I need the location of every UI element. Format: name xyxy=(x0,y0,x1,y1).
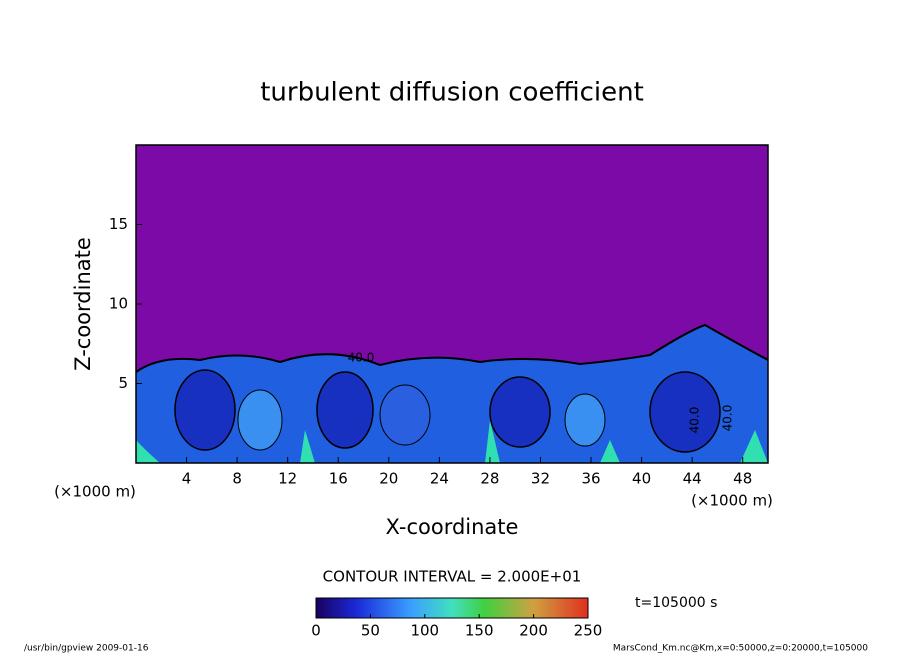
x-tick-label: 4 xyxy=(182,470,192,488)
x-tick-label: 28 xyxy=(480,470,499,488)
contour-label: 40.0 xyxy=(721,405,735,432)
y-tick-label: 5 xyxy=(118,374,128,392)
colorbar xyxy=(315,597,589,619)
colorbar-tick-label: 0 xyxy=(311,622,321,640)
time-label: t=105000 s xyxy=(635,595,717,611)
contour-interval: CONTOUR INTERVAL = 2.000E+01 xyxy=(323,568,582,586)
contour-field xyxy=(136,323,768,463)
colorbar-tick-label: 100 xyxy=(410,622,439,640)
y-tick-label: 15 xyxy=(109,215,128,233)
y-axis-label: Z-coordinate xyxy=(71,237,95,371)
colorbar-tick-label: 50 xyxy=(361,622,380,640)
footer-left: /usr/bin/gpview 2009-01-16 xyxy=(24,644,149,654)
contour-label: 40.0 xyxy=(348,351,375,365)
x-axis-label: X-coordinate xyxy=(386,515,519,539)
x-tick-label: 32 xyxy=(531,470,550,488)
x-tick-label: 20 xyxy=(379,470,398,488)
x-tick-label: 12 xyxy=(278,470,297,488)
contour-label: 40.0 xyxy=(688,407,702,434)
y-tick-label: 10 xyxy=(109,295,128,313)
x-tick-label: 24 xyxy=(430,470,449,488)
chart-title: turbulent diffusion coefficient xyxy=(260,78,644,108)
x-tick-label: 36 xyxy=(581,470,600,488)
footer-right: MarsCond_Km.nc@Km,x=0:50000,z=0:20000,t=… xyxy=(613,644,868,654)
x-tick-label: 16 xyxy=(329,470,348,488)
x-unit-left: (×1000 m) xyxy=(54,483,136,501)
colorbar-tick-label: 200 xyxy=(519,622,548,640)
colorbar-tick-label: 250 xyxy=(574,622,603,640)
x-unit-right: (×1000 m) xyxy=(691,492,773,510)
x-tick-label: 48 xyxy=(733,470,752,488)
x-tick-label: 8 xyxy=(232,470,242,488)
x-tick-label: 40 xyxy=(632,470,651,488)
x-tick-label: 44 xyxy=(683,470,702,488)
colorbar-tick-label: 150 xyxy=(465,622,494,640)
